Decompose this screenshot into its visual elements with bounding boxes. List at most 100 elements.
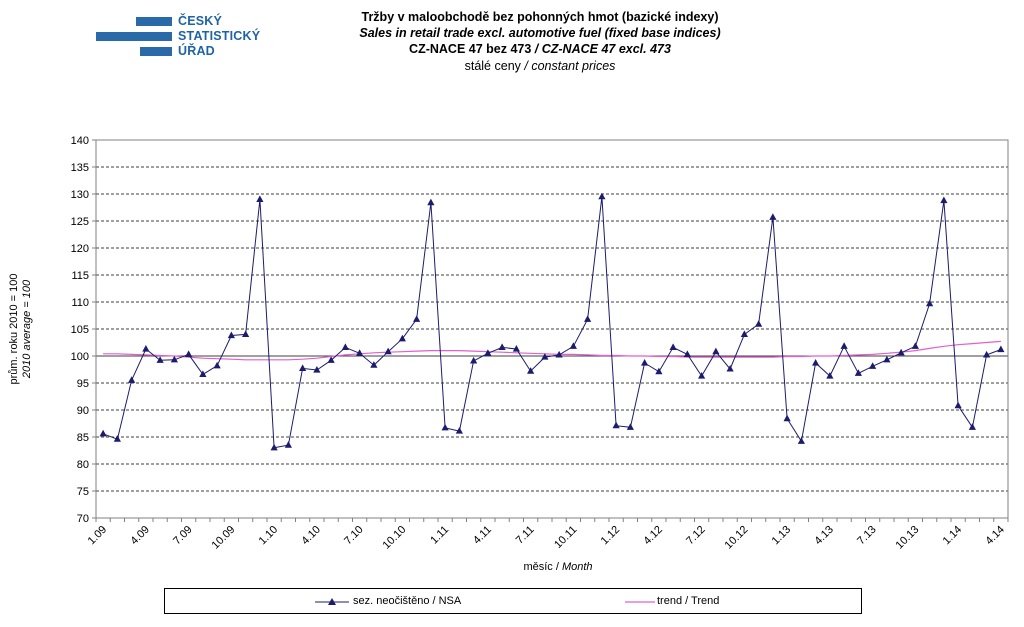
- x-tick-label: 10.13: [894, 524, 922, 552]
- nsa-point: [128, 376, 136, 383]
- nsa-point: [484, 349, 492, 356]
- y-tick-label: 110: [71, 297, 89, 309]
- nsa-point: [626, 423, 634, 430]
- x-tick-label: 7.10: [342, 524, 366, 548]
- nsa-point: [911, 342, 919, 349]
- nsa-point: [612, 421, 620, 429]
- y-tick-label: 80: [77, 459, 89, 471]
- nsa-point: [370, 361, 378, 368]
- x-tick-label: 1.12: [599, 524, 623, 548]
- nsa-point: [812, 359, 820, 366]
- legend-nsa-label: sez. neočištěno / NSA: [353, 595, 462, 607]
- nace-en: / CZ-NACE 47 excl. 473: [534, 42, 671, 56]
- nsa-point: [498, 343, 506, 350]
- nsa-point: [284, 441, 292, 448]
- nsa-point: [897, 348, 905, 356]
- chart-subtitle-nace: CZ-NACE 47 bez 473 / CZ-NACE 47 excl. 47…: [290, 41, 790, 57]
- nsa-point: [968, 423, 976, 430]
- x-tick-label: 7.09: [171, 524, 195, 548]
- legend-trend-label: trend / Trend: [657, 595, 720, 607]
- nsa-point: [185, 350, 193, 357]
- nsa-point: [470, 356, 478, 364]
- trend-line: [103, 340, 1001, 361]
- nsa-point: [299, 364, 307, 372]
- nsa-point: [356, 349, 364, 356]
- chart-title-en: Sales in retail trade excl. automotive f…: [359, 26, 721, 40]
- x-tick-label: 10.09: [210, 524, 238, 552]
- nsa-point: [726, 364, 734, 372]
- nsa-point: [242, 330, 250, 337]
- nsa-point: [170, 355, 178, 363]
- nsa-point: [840, 342, 848, 349]
- line-chart: 707580859095100105110115120125130135140 …: [8, 135, 1009, 573]
- nsa-point: [854, 369, 862, 376]
- y-axis-label-cz: prům. roku 2010 = 100: [8, 274, 20, 385]
- y-tick-label: 125: [71, 216, 89, 228]
- nsa-point: [541, 353, 549, 360]
- x-tick-label: 10.12: [723, 524, 751, 552]
- nsa-point: [227, 331, 235, 339]
- x-tick-label: 4.14: [983, 524, 1007, 548]
- logo-word-1: ČESKÝ: [178, 14, 223, 28]
- x-axis-label-en: Month: [562, 561, 593, 573]
- nsa-point: [755, 320, 763, 327]
- nsa-line: [102, 196, 1002, 449]
- nsa-point: [641, 359, 649, 366]
- nsa-point: [683, 350, 691, 357]
- y-tick-label: 70: [77, 513, 89, 525]
- series-layer: [99, 192, 1005, 451]
- legend-nsa-swatch: [315, 598, 349, 605]
- plot-frame: [95, 139, 1009, 519]
- x-tick-label: 7.11: [514, 524, 537, 547]
- y-tick-label: 95: [77, 378, 89, 390]
- nsa-point: [669, 343, 677, 350]
- x-tick-label: 1.10: [257, 524, 281, 548]
- x-tick-label: 4.12: [641, 524, 665, 548]
- nsa-point: [797, 437, 805, 444]
- y-tick-label: 90: [77, 405, 89, 417]
- x-tick-label: 4.11: [471, 524, 494, 547]
- y-tick-label: 140: [71, 135, 89, 147]
- logo-word-3: ÚŘAD: [178, 44, 215, 58]
- nsa-point: [584, 315, 592, 322]
- y-axis-ticks: 70 75 80 85 90 95 100 105 110 115 120 125 130 135 140: [71, 135, 96, 525]
- y-axis-label-en: 2010 average = 100: [21, 279, 33, 379]
- nsa-point: [940, 196, 948, 204]
- nsa-point: [455, 427, 463, 434]
- nsa-point: [413, 315, 421, 322]
- grid-lines: [96, 166, 1008, 492]
- nsa-point: [384, 347, 392, 355]
- x-tick-label: 4.09: [128, 524, 152, 548]
- nsa-point: [213, 361, 221, 369]
- x-tick-label: 4.13: [812, 524, 836, 548]
- y-tick-label: 100: [71, 351, 89, 363]
- nsa-point: [698, 371, 706, 379]
- nsa-point: [783, 414, 791, 422]
- y-tick-label: 115: [71, 270, 89, 282]
- nsa-point: [313, 366, 321, 373]
- x-tick-label: 1.11: [428, 524, 451, 547]
- nsa-point: [527, 367, 535, 374]
- nsa-point: [441, 423, 449, 431]
- x-tick-label: 1.13: [770, 524, 794, 548]
- czso-logo: ČESKÝ STATISTICKÝ ÚŘAD: [96, 12, 266, 60]
- nsa-point: [869, 362, 877, 369]
- y-tick-label: 85: [77, 432, 89, 444]
- nsa-point: [598, 192, 606, 200]
- logo-word-2: STATISTICKÝ: [178, 29, 261, 43]
- prices-cz: stálé ceny: [464, 59, 525, 73]
- prices-en: / constant prices: [524, 59, 616, 73]
- y-tick-label: 120: [71, 243, 89, 255]
- nsa-point: [712, 347, 720, 355]
- y-tick-label: 135: [71, 162, 89, 174]
- logo-bar-middle: [96, 32, 172, 41]
- chart-subtitle-prices: stálé ceny / constant prices: [290, 58, 790, 74]
- y-tick-label: 75: [77, 486, 89, 498]
- nsa-point: [555, 350, 563, 358]
- nsa-point: [398, 334, 406, 342]
- nsa-point: [99, 429, 107, 437]
- nsa-point: [569, 342, 577, 349]
- x-tick-label: 7.12: [684, 524, 708, 548]
- nsa-point: [826, 371, 834, 379]
- x-tick-label: 1.14: [941, 524, 965, 548]
